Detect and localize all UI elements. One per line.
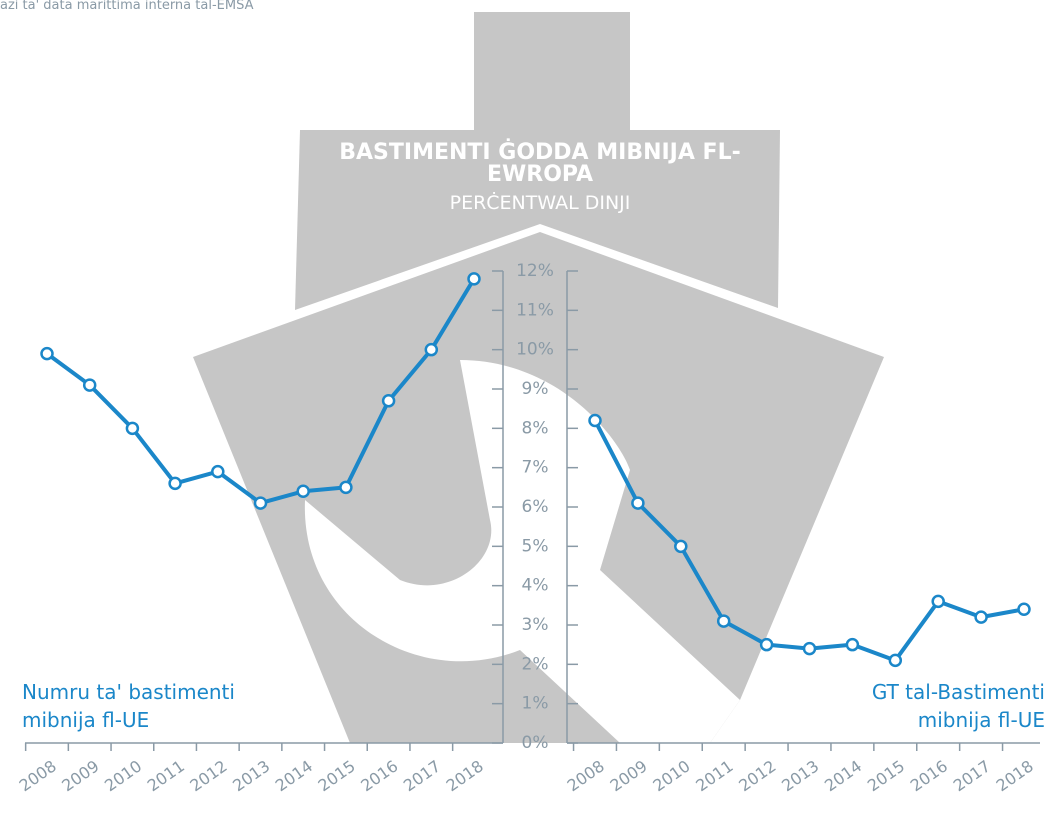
data-point	[716, 614, 731, 628]
x-tick-label: 2009	[58, 756, 102, 795]
x-tick-label: 2011	[692, 756, 736, 795]
x-tick-label: 2014	[821, 756, 865, 795]
data-point	[381, 394, 396, 408]
data-point	[40, 346, 54, 361]
y-tick-label: 0%	[522, 733, 549, 753]
data-point	[1017, 602, 1031, 617]
x-tick-label: 2010	[649, 756, 693, 795]
y-tick-label: 12%	[516, 261, 554, 281]
ship-background	[193, 12, 884, 743]
y-tick-label: 2%	[522, 654, 549, 674]
y-tick-label: 9%	[522, 379, 549, 399]
y-tick-label: 10%	[516, 340, 554, 360]
data-point	[888, 653, 903, 668]
x-tick-label: 2016	[907, 756, 951, 795]
data-point	[845, 637, 860, 652]
data-point	[339, 480, 353, 495]
series-label: GT tal-Bastimenti mibnija fl-UE	[871, 680, 1045, 732]
x-tick-label: 2015	[315, 756, 359, 795]
x-tick-label: 2010	[101, 756, 145, 795]
series-label: Numru ta' bastimenti mibnija fl-UE	[22, 680, 235, 732]
source-note: azi ta' data marittima interna tal-EMSA	[0, 0, 254, 13]
x-tick-label: 2014	[272, 756, 316, 795]
data-point	[125, 421, 140, 436]
y-tick-label: 7%	[522, 458, 549, 478]
y-tick-label: 8%	[522, 418, 549, 438]
chart-subtitle: PERĊENTWAL DINJI	[449, 192, 631, 214]
y-tick-label: 3%	[522, 615, 549, 635]
x-tick-label: 2009	[607, 756, 651, 795]
funnel	[474, 12, 630, 132]
data-point	[296, 484, 310, 499]
x-tick-label: 2017	[950, 756, 994, 795]
data-point	[424, 342, 439, 357]
x-tick-label: 2012	[735, 756, 779, 795]
x-tick-label: 2011	[144, 756, 188, 795]
data-point	[759, 637, 774, 652]
y-tick-label: 6%	[522, 497, 549, 517]
data-point	[974, 610, 988, 624]
x-tick-label: 2012	[186, 756, 230, 795]
x-tick-label: 2016	[357, 756, 401, 795]
y-tick-label: 4%	[522, 576, 549, 596]
data-point	[211, 464, 225, 479]
x-tick-label: 2008	[564, 756, 608, 795]
data-point	[82, 378, 97, 392]
data-point	[931, 594, 945, 609]
data-point	[253, 496, 268, 510]
data-point	[467, 272, 481, 286]
data-point	[802, 641, 817, 656]
x-tick-label: 2017	[400, 756, 444, 795]
x-tick-label: 2013	[778, 756, 822, 795]
data-point	[168, 476, 182, 491]
bridge	[295, 130, 780, 310]
data-point	[674, 539, 688, 554]
y-tick-label: 11%	[516, 300, 554, 320]
x-tick-label: 2018	[443, 756, 487, 795]
y-tick-label: 1%	[522, 694, 549, 714]
x-tick-label: 2013	[229, 756, 273, 795]
x-tick-label: 2015	[864, 756, 908, 795]
x-tick-label: 2018	[993, 756, 1037, 795]
data-point	[631, 496, 645, 510]
data-point	[588, 413, 602, 428]
hull-cutout	[304, 360, 740, 743]
y-tick-label: 5%	[522, 536, 549, 556]
chart-title: BASTIMENTI ĠODDA MIBNIJA FL-EWROPA	[339, 140, 741, 187]
x-tick-label: 2008	[16, 756, 60, 795]
